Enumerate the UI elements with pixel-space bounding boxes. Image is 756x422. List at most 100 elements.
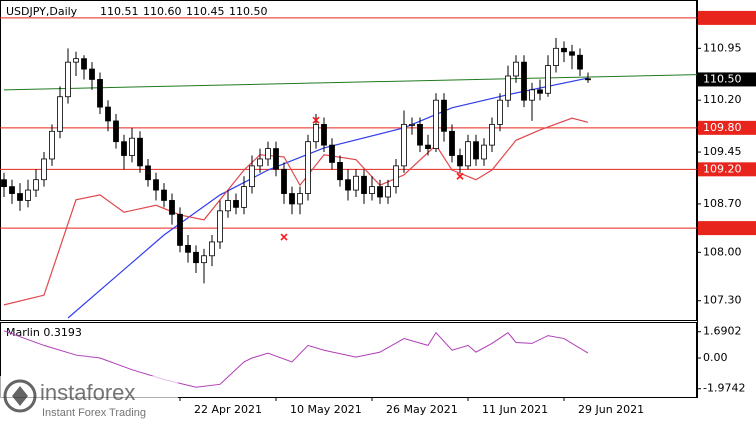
y-tick-label: 108.70 — [703, 197, 742, 210]
candle-body — [161, 189, 167, 201]
candle-body — [193, 251, 199, 264]
y-tick-label: 108.00 — [703, 245, 742, 258]
candle-body — [289, 193, 295, 205]
candle-body — [449, 130, 455, 156]
y-tick-label: 0.00 — [703, 351, 728, 364]
candle-body — [241, 186, 247, 208]
candle-body — [321, 123, 327, 146]
y-tick-label: 109.45 — [703, 145, 742, 158]
candle-body — [105, 106, 111, 122]
candle-body — [177, 213, 183, 246]
level-label: 109.80 — [703, 121, 742, 134]
candle-body — [313, 123, 319, 143]
candle-body — [217, 210, 223, 243]
candle-body — [201, 255, 207, 264]
candle-body — [145, 165, 151, 181]
candle-body — [57, 96, 63, 132]
symbol: USDJPY,Daily — [6, 5, 78, 18]
level-label-bg — [697, 162, 756, 177]
candle-body — [473, 141, 479, 160]
candle-body — [377, 186, 383, 198]
candle-body — [577, 54, 583, 70]
candle-body — [553, 47, 559, 67]
candle-body — [385, 186, 391, 198]
candle-body — [129, 137, 135, 156]
y-tick-label: 110.95 — [703, 41, 742, 54]
fractal-marker — [456, 172, 464, 180]
candle-body — [49, 130, 55, 160]
candle-body — [257, 158, 263, 167]
fractal-marker — [312, 116, 320, 124]
candle-body — [209, 241, 215, 257]
candle-body — [281, 168, 287, 194]
candle-body — [497, 99, 503, 125]
brand-tagline: Instant Forex Trading — [42, 407, 146, 419]
candle-body — [409, 123, 415, 126]
candle-body — [225, 200, 231, 212]
logo-icon — [12, 386, 28, 406]
candle-body — [353, 175, 359, 191]
x-tick-label: 11 Jun 2021 — [482, 403, 548, 416]
candle-body — [25, 189, 31, 201]
candle-body — [417, 123, 423, 146]
candle-body — [433, 99, 439, 149]
plot-area — [0, 17, 697, 319]
candle-body — [73, 58, 79, 63]
candle-body — [441, 99, 447, 132]
y-tick-label: 110.20 — [703, 93, 742, 106]
x-tick-label: 29 Jun 2021 — [578, 403, 644, 416]
logo: instaforex Instant Forex Trading — [0, 376, 178, 422]
candle-body — [185, 244, 191, 253]
indicator-line — [3, 117, 589, 306]
candle-body — [505, 75, 511, 101]
candle-body — [401, 123, 407, 167]
candle-body — [81, 58, 87, 70]
candle-body — [1, 179, 7, 188]
y-tick-label: 107.30 — [703, 294, 742, 307]
brand-name: instaforex — [40, 380, 135, 405]
quote-open: 110.51 — [100, 5, 139, 18]
candle-body — [345, 179, 351, 191]
x-tick-label: 22 Apr 2021 — [194, 403, 262, 416]
candle-body — [113, 120, 119, 143]
candle-body — [273, 148, 279, 170]
candle-body — [65, 61, 71, 98]
current-price-label: 110.50 — [703, 72, 742, 85]
indicator-line — [3, 74, 697, 91]
quote-low: 110.45 — [186, 5, 225, 18]
candle-body — [41, 158, 47, 181]
level-label-bg — [697, 10, 756, 25]
candle-body — [513, 61, 519, 77]
candle-body — [361, 175, 367, 194]
candle-body — [561, 47, 567, 53]
candle-body — [425, 144, 431, 149]
x-tick-label: 10 May 2021 — [290, 403, 362, 416]
candle-body — [329, 144, 335, 163]
candle-body — [569, 51, 575, 56]
candle-body — [529, 89, 535, 101]
candle-body — [521, 61, 527, 101]
current-price-bg — [697, 72, 756, 87]
y-tick-label: -1.9742 — [703, 382, 745, 395]
level-label-bg — [697, 221, 756, 236]
candle-body — [9, 186, 15, 194]
x-tick-label: 26 May 2021 — [386, 403, 458, 416]
candle-body — [249, 165, 255, 188]
candle-body — [585, 78, 591, 81]
level-label-bg — [697, 120, 756, 135]
candle-body — [489, 123, 495, 146]
candle-body — [89, 68, 95, 80]
candle-body — [265, 148, 271, 160]
candle-body — [97, 79, 103, 108]
logo-icon — [3, 379, 37, 413]
candle-body — [545, 65, 551, 94]
indicator-line — [67, 77, 589, 319]
candle-body — [297, 193, 303, 205]
candle-body — [169, 200, 175, 215]
candle-body — [33, 179, 39, 191]
candle-body — [465, 141, 471, 167]
quote-high: 110.60 — [143, 5, 182, 18]
candle-body — [137, 137, 143, 167]
quote-close: 110.50 — [229, 5, 268, 18]
